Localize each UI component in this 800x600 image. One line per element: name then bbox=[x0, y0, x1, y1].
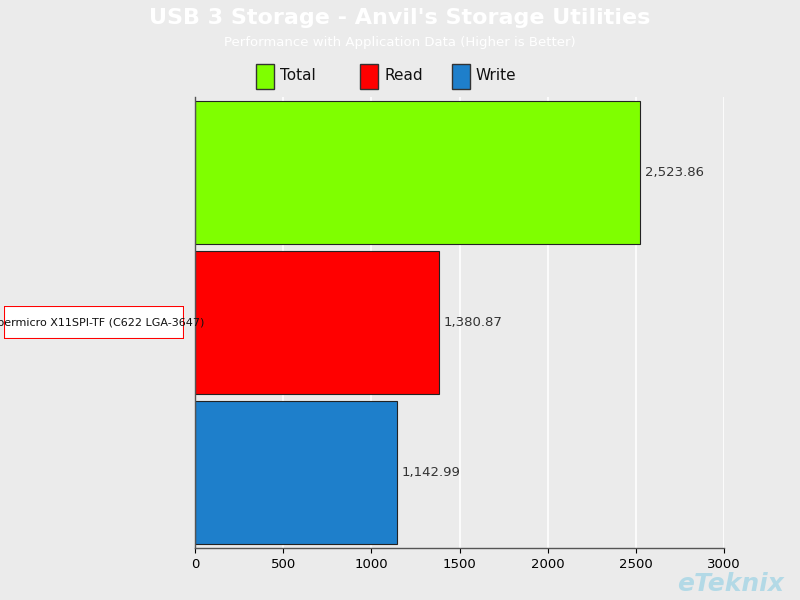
Text: 2,523.86: 2,523.86 bbox=[646, 166, 704, 179]
Bar bbox=[195, 401, 397, 544]
Bar bbox=[452, 64, 470, 89]
Text: 1,142.99: 1,142.99 bbox=[402, 466, 461, 479]
Bar bbox=[195, 101, 640, 244]
Text: Performance with Application Data (Higher is Better): Performance with Application Data (Highe… bbox=[224, 37, 576, 49]
Text: eTeknix: eTeknix bbox=[677, 572, 784, 596]
Text: Supermicro X11SPI-TF (C622 LGA-3647): Supermicro X11SPI-TF (C622 LGA-3647) bbox=[0, 317, 205, 328]
Text: USB 3 Storage - Anvil's Storage Utilities: USB 3 Storage - Anvil's Storage Utilitie… bbox=[150, 8, 650, 28]
FancyBboxPatch shape bbox=[4, 306, 184, 339]
Text: 1,380.87: 1,380.87 bbox=[444, 316, 502, 329]
Bar bbox=[256, 64, 274, 89]
Text: Read: Read bbox=[384, 68, 422, 83]
Text: Total: Total bbox=[280, 68, 316, 83]
Bar bbox=[360, 64, 378, 89]
Bar bbox=[195, 251, 438, 394]
Text: Write: Write bbox=[476, 68, 517, 83]
